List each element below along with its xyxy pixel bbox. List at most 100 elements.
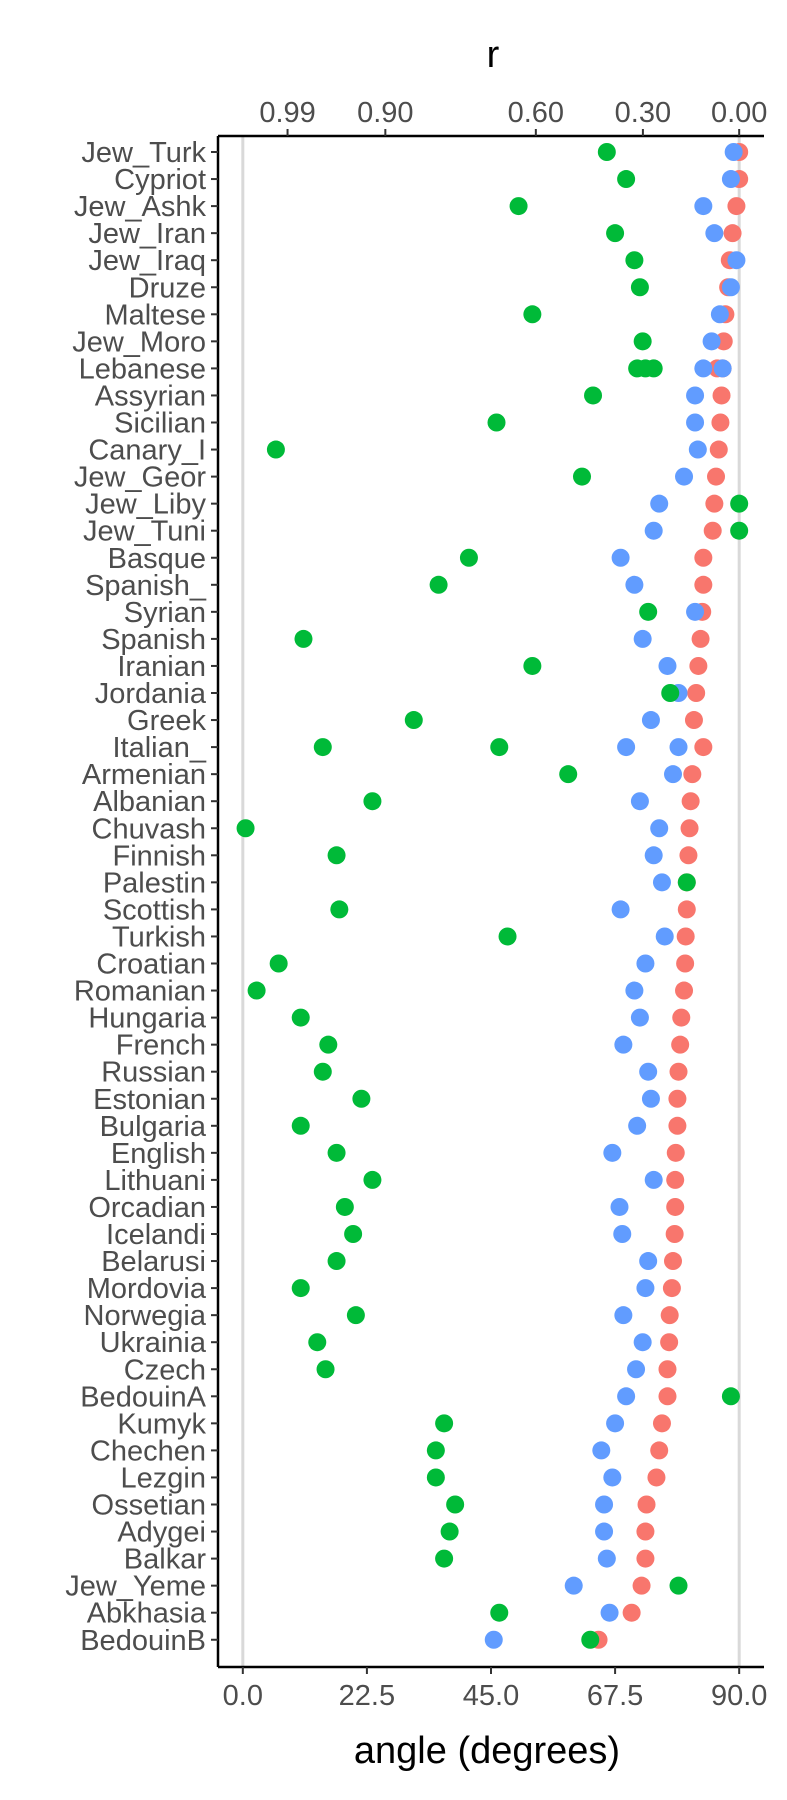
data-point [694, 575, 713, 594]
data-point [709, 440, 728, 459]
data-point [490, 738, 509, 757]
data-point [630, 1008, 649, 1027]
data-point [676, 954, 695, 973]
data-point [721, 278, 740, 297]
data-point [490, 1603, 509, 1622]
data-point [702, 332, 721, 351]
data-point [675, 981, 694, 1000]
y-tick-label: Jordania [95, 678, 207, 710]
data-point [313, 1062, 332, 1081]
data-point [291, 1279, 310, 1298]
data-point [363, 792, 382, 811]
y-tick-label: Jew_Iran [88, 218, 206, 250]
data-point [669, 1062, 688, 1081]
y-tick-label: Spanish [101, 624, 206, 656]
y-tick-label: Jew_Geor [74, 462, 207, 494]
data-point [636, 1549, 655, 1568]
data-point [584, 386, 603, 405]
x-tick-label: 67.5 [587, 1680, 643, 1712]
y-tick-label: Cypriot [114, 164, 206, 196]
data-point [684, 711, 703, 730]
data-point [266, 440, 285, 459]
data-point [633, 629, 652, 648]
data-point [721, 170, 740, 189]
y-tick-label: Syrian [124, 597, 206, 629]
data-point [335, 1197, 354, 1216]
x-tick-labels: 0.0 22.5 45.0 67.5 90.0 [223, 1680, 768, 1712]
y-tick-label: Hungaria [88, 1003, 207, 1035]
data-point [617, 1387, 636, 1406]
data-point [683, 765, 702, 784]
data-point [694, 197, 713, 216]
data-point [597, 1549, 616, 1568]
data-point [705, 224, 724, 243]
data-point [652, 873, 671, 892]
data-point [662, 1279, 681, 1298]
data-point [644, 359, 663, 378]
data-point [484, 1630, 503, 1649]
data-point [647, 1468, 666, 1487]
data-point [727, 251, 746, 270]
y-tick-label: Norwegia [84, 1300, 207, 1332]
data-point [316, 1360, 335, 1379]
y-tick-label: Kumyk [117, 1408, 206, 1440]
y-tick-label: Sicilian [114, 408, 206, 440]
y-tick-label: Jew_Liby [85, 489, 206, 521]
top-tick-label: 0.30 [615, 97, 671, 129]
data-point [694, 738, 713, 757]
y-tick-label: Estonian [93, 1084, 206, 1116]
data-point [666, 1170, 685, 1189]
data-point [639, 1252, 658, 1271]
data-point [633, 1333, 652, 1352]
data-point [636, 954, 655, 973]
x-tick-label: 45.0 [463, 1680, 519, 1712]
data-point [509, 197, 528, 216]
data-point [595, 1522, 614, 1541]
data-point [344, 1225, 363, 1243]
data-point [611, 900, 630, 919]
y-tick-labels: Jew_TurkCypriotJew_AshkJew_IranJew_IraqD… [65, 137, 207, 1657]
data-point [680, 819, 699, 838]
top-tick-labels: 0.99 0.90 0.60 0.30 0.00 [259, 97, 767, 129]
y-tick-label: Balkar [124, 1544, 207, 1576]
data-point [641, 711, 660, 730]
top-axis-title: r [487, 34, 500, 76]
data-point [291, 1008, 310, 1027]
top-tick-label: 0.60 [508, 97, 564, 129]
data-point [269, 954, 288, 973]
y-tick-label: Finnish [113, 840, 207, 872]
y-tick-label: Chechen [90, 1435, 206, 1467]
data-point [652, 1414, 671, 1433]
data-point [655, 927, 674, 946]
data-point [459, 548, 478, 567]
data-point [660, 1333, 679, 1352]
data-point [622, 1603, 641, 1622]
data-point [487, 413, 506, 432]
data-point [639, 602, 658, 621]
data-point [675, 467, 694, 486]
data-point [630, 792, 649, 811]
data-point [671, 1035, 690, 1054]
data-point [666, 1143, 685, 1162]
data-point [664, 1252, 682, 1271]
data-point [668, 1089, 687, 1108]
data-point [681, 792, 700, 811]
data-point [650, 819, 669, 838]
data-point [617, 738, 636, 757]
y-tick-label: Spanish_ [85, 570, 207, 602]
data-point [592, 1441, 611, 1460]
top-tick-label: 0.90 [357, 97, 413, 129]
data-point [712, 386, 731, 405]
data-point [723, 224, 742, 243]
data-point [650, 494, 669, 513]
data-point [686, 413, 705, 432]
data-point [327, 846, 346, 865]
data-point [498, 927, 517, 946]
data-point [711, 413, 730, 432]
y-tick-label: Jew_Ashk [74, 191, 207, 223]
data-point [679, 846, 698, 865]
data-point [689, 656, 708, 675]
data-point [639, 1062, 658, 1081]
data-point [606, 1414, 625, 1433]
